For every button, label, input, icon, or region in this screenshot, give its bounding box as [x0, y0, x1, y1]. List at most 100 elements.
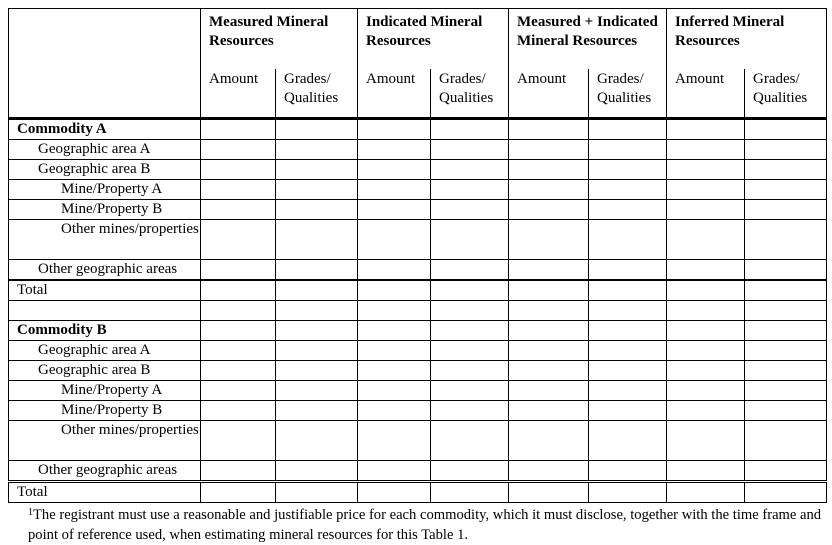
- row-label: Total: [8, 279, 201, 301]
- data-cell: [275, 340, 358, 361]
- data-cell: [666, 219, 746, 260]
- data-cell: [357, 320, 431, 341]
- header-grades: Grades/ Qualities: [429, 68, 510, 120]
- table-row: Mine/Property A: [8, 179, 828, 200]
- row-label: Other mines/properties: [8, 219, 201, 260]
- data-cell: [429, 380, 510, 401]
- data-cell: [744, 259, 828, 281]
- row-label: Other mines/properties: [8, 420, 201, 461]
- data-cell: [508, 219, 590, 260]
- data-cell: [588, 219, 668, 260]
- table-row: Commodity B: [8, 320, 828, 341]
- data-cell: [200, 481, 276, 503]
- row-label: Geographic area A: [8, 340, 201, 361]
- table-row: Other geographic areas: [8, 259, 828, 281]
- data-cell: [588, 279, 668, 301]
- data-cell: [275, 380, 358, 401]
- footnote-marker: 1: [28, 507, 33, 518]
- data-cell: [357, 360, 431, 381]
- data-cell: [429, 481, 510, 503]
- data-cell: [744, 118, 828, 140]
- data-cell: [508, 118, 590, 140]
- data-cell: [666, 179, 746, 200]
- table-row: Total: [8, 481, 828, 503]
- data-cell: [508, 159, 590, 180]
- data-cell: [666, 320, 746, 341]
- row-label: Mine/Property B: [8, 199, 201, 220]
- data-cell: [357, 259, 431, 281]
- header-measured-indicated: Measured + Indicated Mineral Resources: [508, 8, 668, 69]
- data-cell: [429, 340, 510, 361]
- data-cell: [744, 481, 828, 503]
- footnote: 1The registrant must use a reasonable an…: [28, 505, 828, 545]
- data-cell: [744, 460, 828, 483]
- data-cell: [744, 360, 828, 381]
- data-cell: [588, 400, 668, 421]
- data-cell: [508, 199, 590, 220]
- header-amount: Amount: [357, 68, 431, 120]
- data-cell: [275, 279, 358, 301]
- data-cell: [588, 118, 668, 140]
- data-cell: [429, 460, 510, 483]
- data-cell: [429, 300, 510, 321]
- header-corner-cell: [8, 8, 201, 120]
- data-cell: [357, 380, 431, 401]
- data-cell: [666, 300, 746, 321]
- data-cell: [508, 139, 590, 160]
- data-cell: [508, 279, 590, 301]
- data-cell: [357, 340, 431, 361]
- data-cell: [588, 179, 668, 200]
- data-cell: [357, 279, 431, 301]
- data-cell: [275, 139, 358, 160]
- data-cell: [508, 300, 590, 321]
- data-cell: [200, 259, 276, 281]
- row-label: Total: [8, 481, 201, 503]
- header-measured: Measured Mineral Resources: [200, 8, 358, 69]
- data-cell: [200, 199, 276, 220]
- data-cell: [744, 400, 828, 421]
- table-row: Geographic area B: [8, 159, 828, 180]
- data-cell: [429, 159, 510, 180]
- data-cell: [666, 139, 746, 160]
- data-cell: [429, 139, 510, 160]
- data-cell: [275, 179, 358, 200]
- data-cell: [666, 118, 746, 140]
- data-cell: [429, 219, 510, 260]
- data-cell: [666, 420, 746, 461]
- data-cell: [200, 340, 276, 361]
- data-cell: [744, 300, 828, 321]
- data-cell: [744, 179, 828, 200]
- data-cell: [429, 360, 510, 381]
- data-cell: [200, 139, 276, 160]
- data-cell: [275, 420, 358, 461]
- data-cell: [275, 360, 358, 381]
- data-cell: [200, 159, 276, 180]
- data-cell: [744, 199, 828, 220]
- data-cell: [357, 481, 431, 503]
- table-row: Mine/Property B: [8, 400, 828, 421]
- data-cell: [666, 460, 746, 483]
- data-cell: [357, 400, 431, 421]
- header-grades: Grades/ Qualities: [744, 68, 828, 120]
- data-cell: [275, 320, 358, 341]
- data-cell: [744, 279, 828, 301]
- data-cell: [508, 179, 590, 200]
- data-cell: [588, 360, 668, 381]
- data-cell: [429, 199, 510, 220]
- data-cell: [508, 481, 590, 503]
- data-cell: [588, 300, 668, 321]
- data-cell: [357, 139, 431, 160]
- row-label: Geographic area A: [8, 139, 201, 160]
- data-cell: [744, 219, 828, 260]
- data-cell: [508, 340, 590, 361]
- data-cell: [588, 380, 668, 401]
- data-cell: [666, 481, 746, 503]
- row-label: [8, 300, 201, 321]
- data-cell: [508, 380, 590, 401]
- table-row: [8, 300, 828, 321]
- mineral-resources-table: Measured Mineral Resources Indicated Min…: [8, 8, 828, 503]
- data-cell: [429, 320, 510, 341]
- data-cell: [357, 179, 431, 200]
- data-cell: [744, 340, 828, 361]
- row-label: Other geographic areas: [8, 460, 201, 483]
